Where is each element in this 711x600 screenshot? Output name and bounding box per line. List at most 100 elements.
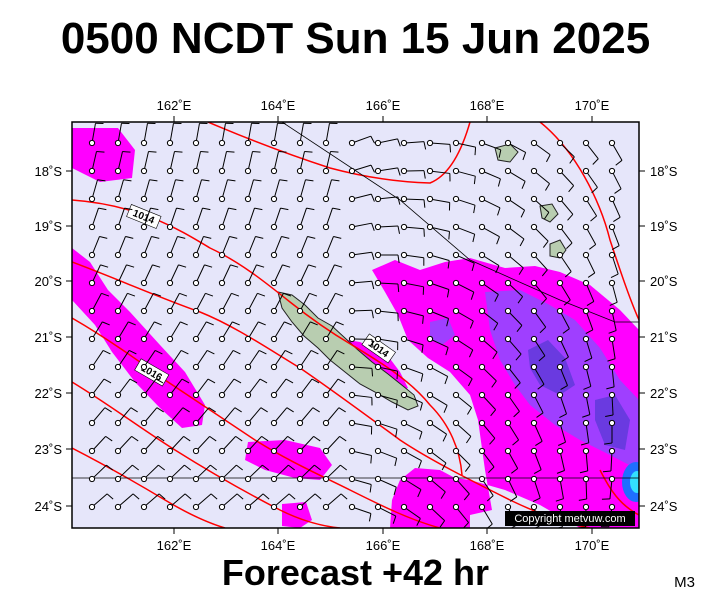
wind-barb [114,464,140,483]
wind-barb [88,464,114,483]
wind-barb [348,279,375,290]
wind-barb [608,279,618,306]
wind-barb [322,151,339,175]
wind-barb [608,251,619,278]
wind-barb [270,151,287,175]
lon-label-top-162: 162˚E [157,98,192,113]
lon-label-bottom-164: 164˚E [261,538,296,553]
wind-barb [400,475,422,498]
wind-barb [114,122,130,147]
wind-barb [296,207,315,231]
wind-barb [608,195,621,222]
wind-barb [88,122,104,147]
wind-barb [452,139,477,156]
wind-barb [556,363,568,390]
wind-barb [348,503,372,522]
wind-barb [478,139,502,158]
wind-barb [218,378,242,399]
wind-barb [400,363,424,382]
wind-barb [504,335,522,361]
wind-barb [192,264,213,287]
lon-label-top-168: 168˚E [470,98,505,113]
wind-barb [244,407,268,427]
wind-barb [452,195,476,214]
wind-barb [580,419,590,446]
wind-barb [579,447,590,474]
forecast-hour: Forecast +42 hr [221,552,490,593]
wind-barb [426,503,446,528]
wind-barb [348,193,375,203]
wind-barb [582,335,593,362]
wind-barb [140,122,156,147]
wind-barb [530,419,543,446]
wind-barb [582,223,597,250]
wind-barb [296,151,313,175]
wind-barb [607,335,616,362]
wind-barb [582,195,598,222]
wind-barb [140,321,162,343]
wind-barb [244,264,265,287]
wind-barb [374,419,398,438]
wind-barb [556,251,572,278]
wind-barb [270,493,296,511]
wind-barb [114,378,138,399]
wind-barb [270,378,294,399]
wind-barb [88,349,111,371]
wind-barb [114,321,136,343]
wind-barb [140,493,166,511]
wind-barb [400,251,425,266]
wind-barb [244,378,268,399]
wind-barb [400,335,424,353]
wind-barb [192,151,209,175]
wind-barb [556,419,566,446]
wind-barb [348,307,374,319]
wind-barb [140,235,160,259]
lat-label-right-21: 21˚S [650,330,678,345]
wind-barb [166,407,190,427]
wind-barb [504,391,520,418]
wind-barb [166,207,185,231]
wind-barb [400,391,423,411]
wind-barb [504,251,524,275]
wind-barb [114,207,133,231]
wind-barb [374,138,401,147]
wind-barb [556,167,575,193]
lat-label-right-19: 19˚S [650,219,678,234]
model-code: M3 [674,574,695,591]
wind-barb [270,349,293,371]
wind-barb [140,151,157,175]
wind-barb [530,391,544,418]
wind-barb [192,235,212,259]
wind-barb [556,139,575,164]
lat-label-right-18: 18˚S [650,164,678,179]
wind-barb [218,207,237,231]
wind-barb [582,279,595,306]
wind-barb [530,251,548,277]
wind-barb [270,435,295,455]
wind-barb [452,447,471,472]
wind-barb [166,321,188,343]
wind-barb [452,251,475,271]
wind-barb [400,195,426,208]
lat-label-right-22: 22˚S [650,386,678,401]
wind-barb [296,378,320,399]
wind-barb [348,222,375,231]
wind-barb [605,391,616,418]
wind-barb [114,179,132,203]
wind-barb [322,179,340,203]
wind-barb [270,235,290,259]
wind-barb [166,349,189,371]
wind-barb [504,195,526,218]
wind-barb [426,447,447,471]
wind-barb [478,447,495,473]
wind-barb [426,391,448,413]
wind-barb [192,407,216,427]
wind-barb [218,349,241,371]
wind-barb [504,419,520,446]
wind-barb [114,151,131,175]
wind-barb [140,378,164,399]
wind-barb [166,179,184,203]
wind-barb [140,207,159,231]
wind-barb [426,419,448,442]
wind-barb [322,435,347,455]
